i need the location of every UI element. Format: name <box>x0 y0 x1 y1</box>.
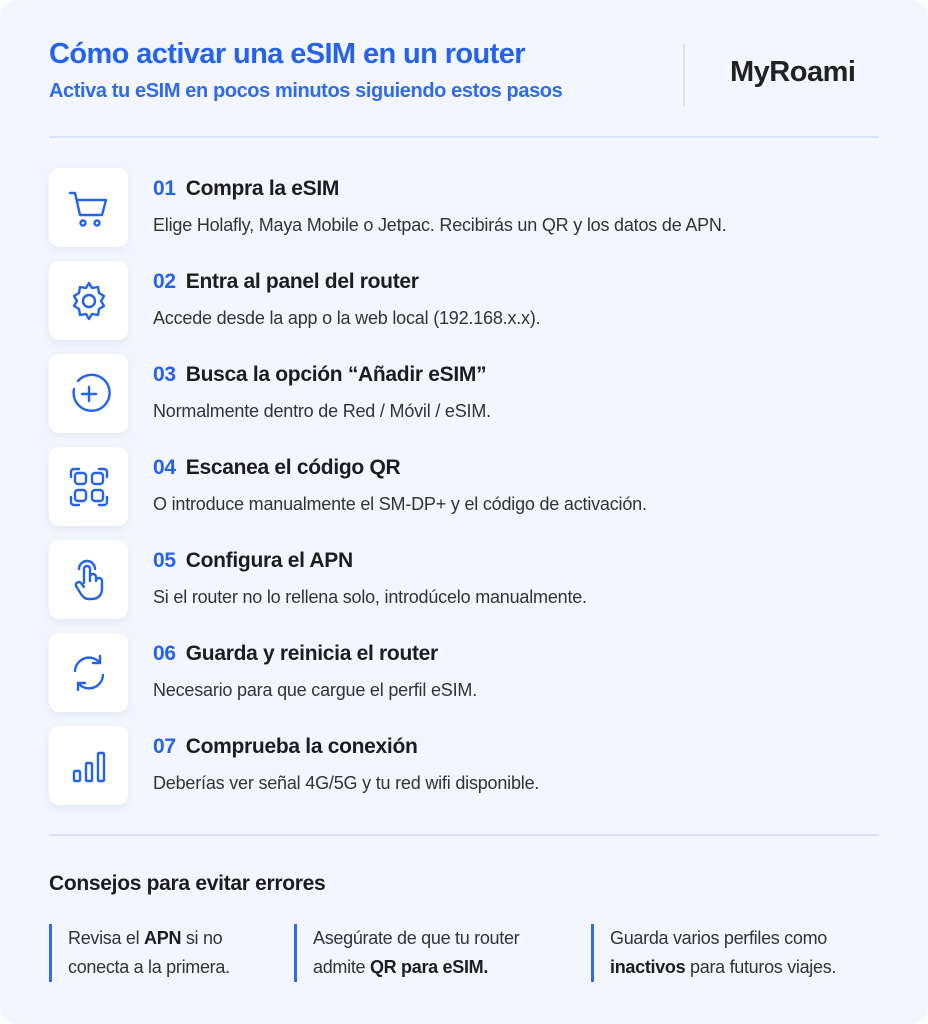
step-title: 01 Compra la eSIM <box>153 177 340 200</box>
tip-item: Guarda varios perfiles como inactivos par… <box>591 924 836 982</box>
step-item: 05 Configura el APN Si el router no lo re… <box>49 540 879 620</box>
step-description: Necesario para que cargue el perfil eSIM… <box>153 680 477 700</box>
step-number: 04 <box>153 456 176 479</box>
step-icon-box <box>49 168 128 247</box>
cart-icon <box>68 191 107 227</box>
step-item: 07 Comprueba la conexión Deberías ver señ… <box>49 726 879 806</box>
divider <box>49 834 879 836</box>
step-number: 02 <box>153 270 176 293</box>
hand-pointer-icon <box>74 559 103 600</box>
step-title: 02 Entra al panel del router <box>153 270 419 293</box>
step-item: 06 Guarda y reinicia el router Necesario … <box>49 633 879 713</box>
step-title: 07 Comprueba la conexión <box>153 735 418 758</box>
signal-bars-icon <box>72 751 105 782</box>
tip-item: Asegúrate de que tu router admite QR para… <box>294 924 520 982</box>
step-number: 06 <box>153 642 176 665</box>
page-title: Cómo activar una eSIM en un router <box>49 38 526 70</box>
step-icon-box <box>49 726 128 805</box>
step-number: 05 <box>153 549 176 572</box>
step-number: 01 <box>153 177 176 200</box>
step-title: 05 Configura el APN <box>153 549 353 572</box>
step-number: 07 <box>153 735 176 758</box>
step-icon-box <box>49 261 128 340</box>
step-description: Si el router no lo rellena solo, introdú… <box>153 587 587 607</box>
step-description: Deberías ver señal 4G/5G y tu red wifi d… <box>153 773 540 793</box>
qr-icon <box>69 467 108 506</box>
step-title: 03 Busca la opción “Añadir eSIM” <box>153 363 487 386</box>
header-divider <box>683 44 685 106</box>
step-item: 01 Compra la eSIM Elige Holafly, Maya Mob… <box>49 168 879 248</box>
step-item: 04 Escanea el código QR O introduce manua… <box>49 447 879 527</box>
step-description: Normalmente dentro de Red / Móvil / eSIM… <box>153 401 491 421</box>
step-icon-box <box>49 633 128 712</box>
gear-icon <box>72 281 105 320</box>
tip-item: Revisa el APN si no conecta a la primera. <box>49 924 230 982</box>
plus-circle-icon <box>71 373 111 412</box>
step-title: 06 Guarda y reinicia el router <box>153 642 438 665</box>
step-description: O introduce manualmente el SM-DP+ y el c… <box>153 494 647 514</box>
refresh-icon <box>73 654 104 691</box>
step-icon-box <box>49 540 128 619</box>
step-icon-box <box>49 354 128 433</box>
page-subtitle: Activa tu eSIM en pocos minutos siguiend… <box>49 80 563 102</box>
step-number: 03 <box>153 363 176 386</box>
divider <box>49 136 879 138</box>
tips-heading: Consejos para evitar errores <box>49 872 326 895</box>
step-icon-box <box>49 447 128 526</box>
step-description: Elige Holafly, Maya Mobile o Jetpac. Rec… <box>153 215 727 235</box>
step-title: 04 Escanea el código QR <box>153 456 401 479</box>
step-item: 03 Busca la opción “Añadir eSIM” Normalme… <box>49 354 879 434</box>
step-description: Accede desde la app o la web local (192.… <box>153 308 541 328</box>
step-item: 02 Entra al panel del router Accede desde… <box>49 261 879 341</box>
logo: MyRoami <box>730 56 856 88</box>
